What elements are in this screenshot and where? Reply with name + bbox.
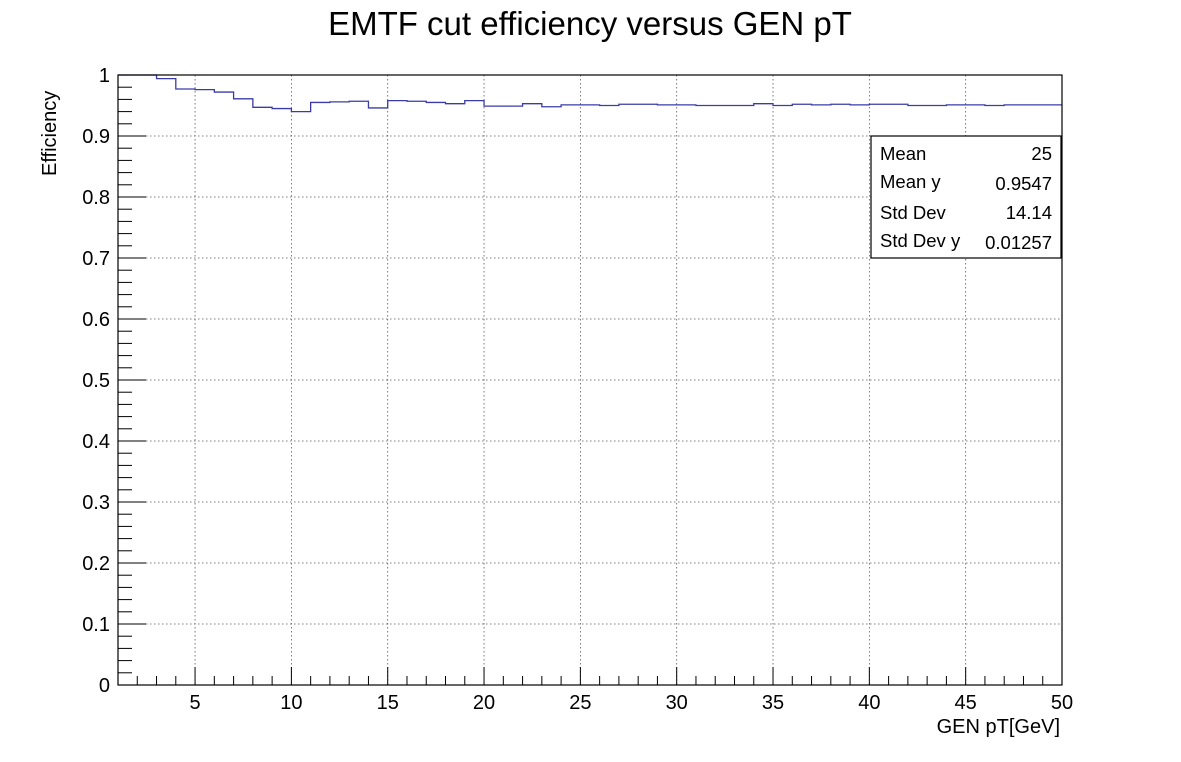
plot-frame	[117, 74, 1063, 686]
stats-label-std-dev: Std Dev	[880, 202, 947, 223]
stats-value-std-dev-y: 0.01257	[985, 232, 1052, 253]
x-tick-label: 30	[666, 692, 688, 714]
y-axis-label: Efficiency	[39, 91, 61, 176]
stats-value-std-dev: 14.14	[1006, 202, 1052, 223]
stats-box: Mean 25 Mean y 0.9547 Std Dev 14.14 Std …	[870, 135, 1062, 259]
y-tick-label: 0.6	[82, 309, 110, 331]
x-tick-label: 10	[280, 692, 302, 714]
x-tick-label: 45	[955, 692, 977, 714]
x-tick-label: 20	[473, 692, 495, 714]
stats-value-mean-y: 0.9547	[995, 173, 1052, 194]
y-tick-label: 0.2	[82, 553, 110, 575]
x-tick-label: 40	[858, 692, 880, 714]
x-tick-label: 25	[569, 692, 591, 714]
y-tick-label: 0.4	[82, 431, 110, 453]
y-tick-label: 0.9	[82, 126, 110, 148]
tick-labels: 5 10 15 20 25 30 35 40 45 50 0 0.1 0.2 0.3 0.4 0.5 0.6 0.…	[82, 65, 1073, 714]
x-tick-label: 15	[377, 692, 399, 714]
chart-title: EMTF cut efficiency versus GEN pT	[328, 5, 852, 42]
y-tick-label: 1	[99, 65, 110, 87]
stats-label-std-dev-y: Std Dev y	[880, 230, 961, 251]
grid	[118, 75, 1062, 685]
stats-label-mean: Mean	[880, 143, 926, 164]
y-tick-label: 0.8	[82, 187, 110, 209]
stats-label-mean-y: Mean y	[880, 171, 941, 192]
x-axis-label: GEN pT[GeV]	[937, 716, 1060, 738]
stats-box-frame	[870, 135, 1062, 259]
x-tick-label: 35	[762, 692, 784, 714]
x-tick-label: 5	[189, 692, 200, 714]
y-tick-label: 0.7	[82, 248, 110, 270]
y-tick-label: 0	[99, 675, 110, 697]
x-tick-label: 50	[1051, 692, 1073, 714]
y-tick-label: 0.3	[82, 492, 110, 514]
series-layer	[118, 74, 1062, 113]
stats-value-mean: 25	[1031, 143, 1052, 164]
y-tick-label: 0.5	[82, 370, 110, 392]
efficiency-series-line	[118, 74, 1062, 113]
y-tick-label: 0.1	[82, 614, 110, 636]
